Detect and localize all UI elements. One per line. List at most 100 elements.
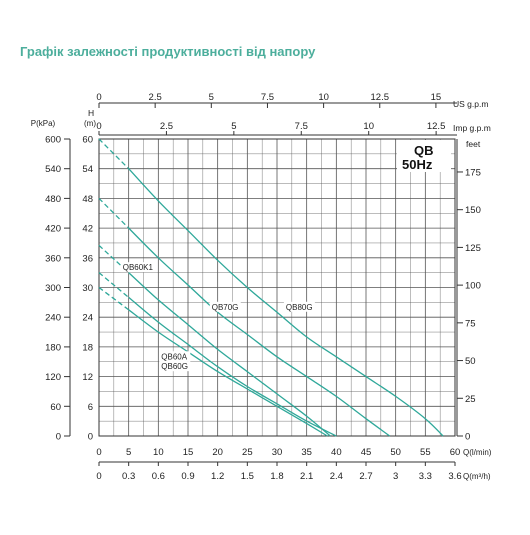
- head-tick-label: 0: [88, 432, 93, 443]
- flow-m3h-tick-label: 2.1: [300, 471, 313, 482]
- flow-m3h-tick-label: 0: [96, 471, 101, 482]
- curve-qb60a-dashed: [98, 272, 130, 298]
- imp-gpm-tick-label: 12.5: [427, 121, 446, 132]
- curve-label-bg: [283, 301, 315, 312]
- axes-layer: 0066012120181802424030300363604242048480…: [31, 92, 492, 482]
- head-tick-label: 48: [82, 194, 93, 205]
- head-tick-label: 30: [82, 283, 93, 294]
- pressure-tick-label: 420: [45, 224, 61, 235]
- pressure-tick-label: 360: [45, 253, 61, 264]
- grid-layer: [98, 138, 456, 437]
- curve-qb60a: [128, 296, 337, 437]
- curve-qb70g: [128, 227, 391, 437]
- head-tick-label: 6: [88, 402, 93, 413]
- curve-label-bg: [209, 301, 241, 312]
- us-gpm-tick-label: 0: [96, 92, 101, 103]
- flow-lmin-axis-label: Q(l/min): [463, 448, 492, 457]
- curve-label-bg: [159, 351, 191, 362]
- imp-gpm-axis-label: Imp g.p.m: [453, 123, 491, 133]
- head-tick-label: 60: [82, 135, 93, 146]
- flow-m3h-tick-label: 1.5: [241, 471, 254, 482]
- pressure-tick-label: 120: [45, 372, 61, 383]
- us-gpm-tick-label: 5: [209, 92, 214, 103]
- flow-lmin-tick-label: 50: [390, 447, 401, 458]
- curve-label-qb60a: QB60A: [161, 352, 187, 361]
- curve-qb80g: [128, 168, 444, 437]
- flow-m3h-tick-label: 2.7: [359, 471, 372, 482]
- flow-lmin-tick-label: 55: [420, 447, 431, 458]
- flow-m3h-tick-label: 1.2: [211, 471, 224, 482]
- flow-m3h-tick-label: 3: [393, 471, 398, 482]
- curve-label-qb60g: QB60G: [161, 362, 188, 371]
- pressure-tick-label: 540: [45, 164, 61, 175]
- head-tick-label: 54: [82, 164, 93, 175]
- curve-label-qb70g: QB70G: [212, 303, 239, 312]
- imp-gpm-tick-label: 10: [363, 121, 374, 132]
- pressure-tick-label: 600: [45, 135, 61, 146]
- pressure-tick-label: 60: [50, 402, 61, 413]
- flow-m3h-tick-label: 0.3: [122, 471, 135, 482]
- curve-label-bg: [120, 262, 158, 273]
- us-gpm-axis-label: US g.p.m: [453, 99, 488, 109]
- flow-lmin-tick-label: 25: [242, 447, 253, 458]
- flow-m3h-tick-label: 0.9: [181, 471, 194, 482]
- feet-tick-label: 25: [465, 394, 476, 405]
- head-axis-unit: (m): [84, 119, 96, 128]
- flow-m3h-tick-label: 3.6: [448, 471, 461, 482]
- us-gpm-tick-label: 10: [318, 92, 329, 103]
- head-tick-label: 42: [82, 224, 93, 235]
- feet-tick-label: 150: [465, 205, 481, 216]
- pressure-tick-label: 240: [45, 313, 61, 324]
- feet-tick-label: 125: [465, 243, 481, 254]
- flow-lmin-tick-label: 20: [212, 447, 223, 458]
- us-gpm-tick-label: 12.5: [371, 92, 390, 103]
- badge-frequency: 50Hz: [402, 157, 433, 172]
- pressure-tick-label: 180: [45, 342, 61, 353]
- feet-tick-label: 0: [465, 432, 470, 443]
- head-tick-label: 12: [82, 372, 93, 383]
- flow-lmin-tick-label: 60: [450, 447, 461, 458]
- flow-lmin-tick-label: 0: [96, 447, 101, 458]
- feet-tick-label: 75: [465, 318, 476, 329]
- feet-axis-label: feet: [466, 139, 481, 149]
- flow-lmin-tick-label: 30: [272, 447, 283, 458]
- model-badge: QB 50Hz: [397, 140, 451, 172]
- curve-qb80g-dashed: [98, 138, 130, 170]
- curve-qb60g: [128, 309, 328, 437]
- pressure-tick-label: 480: [45, 194, 61, 205]
- curve-label-qb60k1: QB60K1: [123, 263, 154, 272]
- us-gpm-tick-label: 15: [431, 92, 442, 103]
- flow-m3h-tick-label: 2.4: [330, 471, 343, 482]
- us-gpm-tick-label: 7.5: [261, 92, 274, 103]
- pressure-tick-label: 300: [45, 283, 61, 294]
- feet-tick-label: 100: [465, 281, 481, 292]
- flow-m3h-tick-label: 3.3: [419, 471, 432, 482]
- curve-label-bg: [159, 361, 191, 372]
- flow-lmin-tick-label: 40: [331, 447, 342, 458]
- feet-tick-label: 50: [465, 356, 476, 367]
- curve-qb60g-dashed: [98, 286, 130, 311]
- imp-gpm-tick-label: 2.5: [160, 121, 173, 132]
- imp-gpm-tick-label: 5: [231, 121, 236, 132]
- head-tick-label: 36: [82, 253, 93, 264]
- flow-m3h-tick-label: 1.8: [270, 471, 283, 482]
- flow-lmin-tick-label: 45: [361, 447, 372, 458]
- pressure-tick-label: 0: [56, 432, 61, 443]
- head-axis-label: H: [88, 108, 94, 118]
- flow-lmin-tick-label: 5: [126, 447, 131, 458]
- flow-lmin-tick-label: 15: [183, 447, 194, 458]
- curve-qb70g-dashed: [98, 197, 130, 229]
- curve-qb60k1: [128, 272, 331, 437]
- flow-lmin-tick-label: 35: [301, 447, 312, 458]
- head-tick-label: 24: [82, 313, 93, 324]
- head-tick-label: 18: [82, 342, 93, 353]
- imp-gpm-tick-label: 7.5: [295, 121, 308, 132]
- feet-tick-label: 175: [465, 167, 481, 178]
- chart-title: Графік залежності продуктивності від нап…: [20, 44, 316, 59]
- flow-lmin-tick-label: 10: [153, 447, 164, 458]
- flow-m3h-tick-label: 0.6: [152, 471, 165, 482]
- curve-label-qb80g: QB80G: [286, 303, 313, 312]
